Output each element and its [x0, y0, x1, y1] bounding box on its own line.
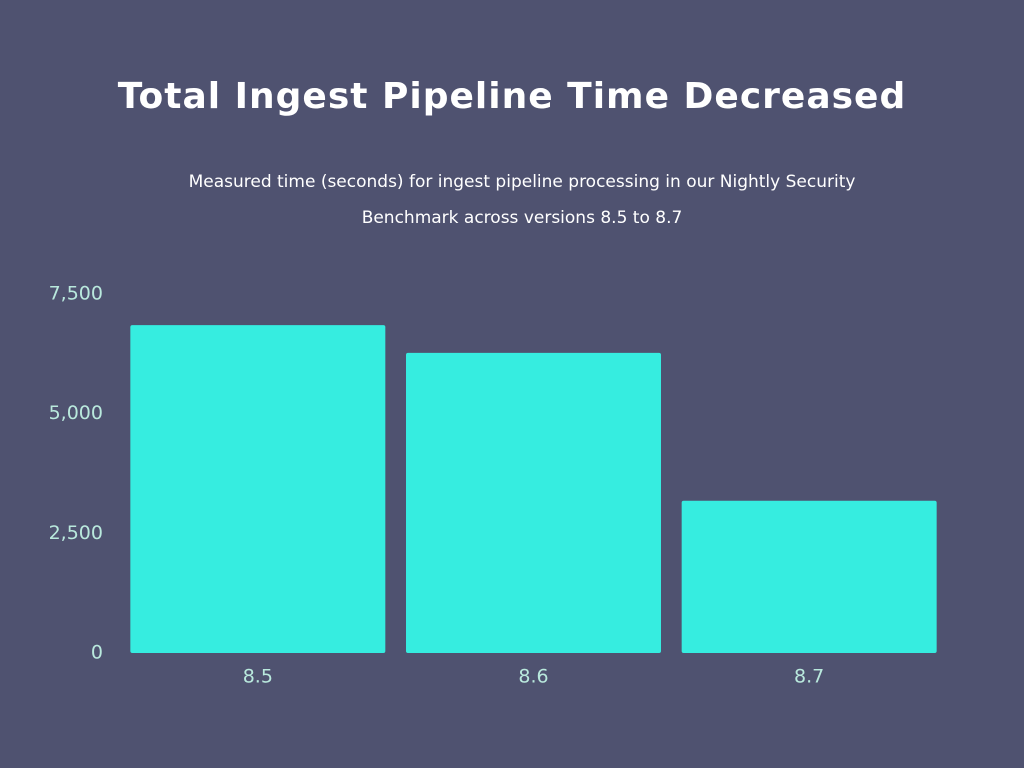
bar [406, 352, 661, 653]
bar [130, 325, 386, 653]
y-tick-label: 2,500 [49, 522, 103, 544]
x-tick-label: 8.5 [243, 666, 273, 688]
y-tick-label: 7,500 [49, 283, 103, 305]
x-tick-label: 8.7 [794, 666, 824, 688]
y-tick-label: 5,000 [49, 402, 103, 424]
y-tick-label: 0 [91, 642, 103, 664]
x-tick-label: 8.6 [518, 666, 548, 688]
chart-title: Total Ingest Pipeline Time Decreased [117, 76, 907, 117]
chart-subtitle: Measured time (seconds) for ingest pipel… [188, 172, 856, 228]
bar [681, 500, 937, 653]
